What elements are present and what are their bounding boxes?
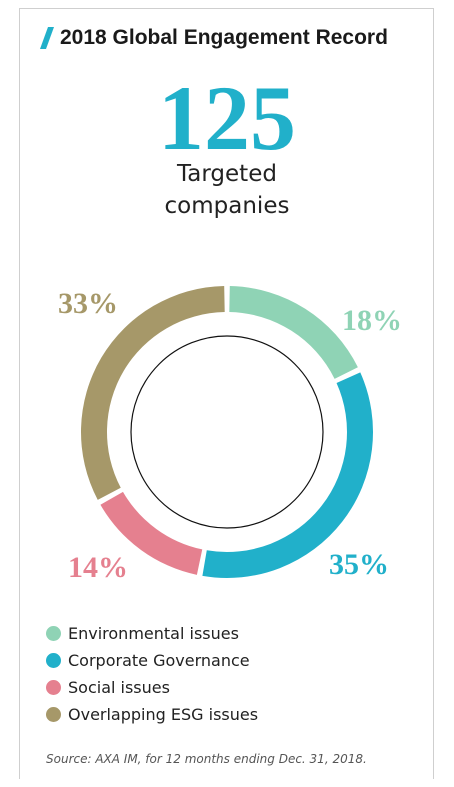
legend-label: Corporate Governance xyxy=(68,651,250,670)
slice-label-2: 35% xyxy=(329,548,389,581)
donut-slice-2 xyxy=(202,372,374,578)
headline-label-line2: companies xyxy=(164,193,290,219)
inner-ring xyxy=(130,335,324,529)
legend: Environmental issues Corporate Governance… xyxy=(46,620,258,728)
legend-swatch xyxy=(46,653,61,668)
chart-title: 2018 Global Engagement Record xyxy=(60,26,388,49)
legend-swatch xyxy=(46,680,61,695)
legend-item: Corporate Governance xyxy=(46,647,258,674)
legend-label: Social issues xyxy=(68,678,170,697)
slash-icon xyxy=(40,27,54,49)
slice-label-1: 18% xyxy=(342,304,402,337)
headline-label: Targeted companies xyxy=(0,158,454,222)
source-note: Source: AXA IM, for 12 months ending Dec… xyxy=(46,752,367,766)
legend-item: Environmental issues xyxy=(46,620,258,647)
title-row: 2018 Global Engagement Record xyxy=(40,26,388,50)
legend-swatch xyxy=(46,707,61,722)
slice-label-3: 14% xyxy=(68,551,128,584)
headline-number: 125 xyxy=(158,67,296,169)
donut-slice-3 xyxy=(100,491,203,575)
legend-label: Environmental issues xyxy=(68,624,239,643)
slice-label-4: 33% xyxy=(58,287,118,320)
headline-label-line1: Targeted xyxy=(177,161,277,187)
legend-label: Overlapping ESG issues xyxy=(68,705,259,724)
legend-item: Overlapping ESG issues xyxy=(46,701,258,728)
donut-slice-4 xyxy=(80,286,225,500)
legend-swatch xyxy=(46,626,61,641)
donut-slice-1 xyxy=(229,286,358,379)
legend-item: Social issues xyxy=(46,674,258,701)
